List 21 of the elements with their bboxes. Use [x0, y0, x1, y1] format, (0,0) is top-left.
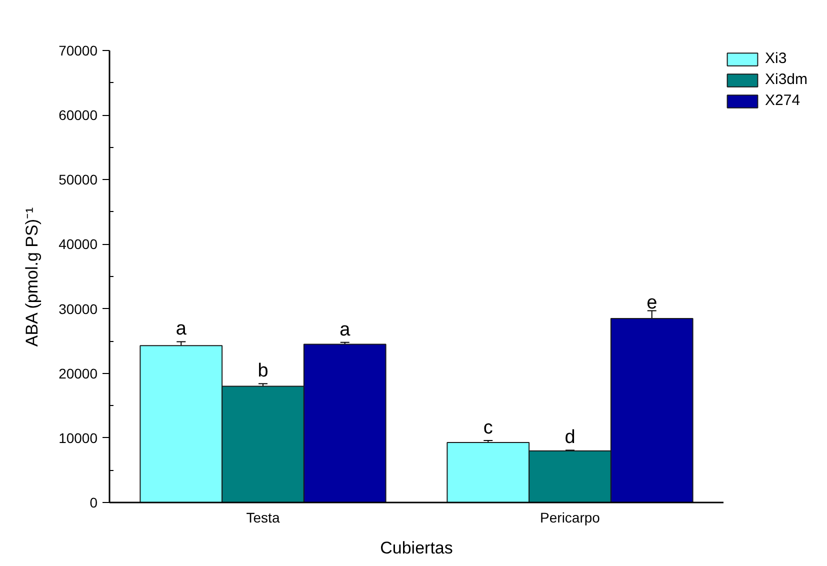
x-tick-label: Testa [246, 510, 280, 526]
y-tick-label: 0 [90, 494, 98, 510]
legend-label: X274 [765, 92, 800, 109]
y-tick-label: 50000 [58, 172, 98, 188]
y-tick-label: 70000 [58, 42, 98, 58]
data-label: c [483, 418, 493, 439]
x-tick-label: Pericarpo [540, 510, 600, 526]
legend-label: Xi3dm [765, 71, 808, 88]
y-tick-label: 60000 [58, 107, 98, 124]
y-tick-label: 30000 [58, 300, 98, 317]
y-tick-label: 20000 [58, 365, 98, 382]
data-label: b [258, 360, 268, 382]
legend-label: Xi3 [765, 50, 787, 67]
data-label: a [176, 318, 187, 340]
y-tick-label: 10000 [58, 430, 98, 446]
y-axis-title: ABA (pmol.g PS)⁻¹ [22, 207, 42, 347]
data-label: e [646, 292, 658, 314]
data-label: a [340, 319, 351, 340]
y-tick-label: 40000 [58, 236, 98, 252]
data-label: d [564, 427, 576, 448]
x-axis-title: Cubiertas [380, 538, 453, 558]
